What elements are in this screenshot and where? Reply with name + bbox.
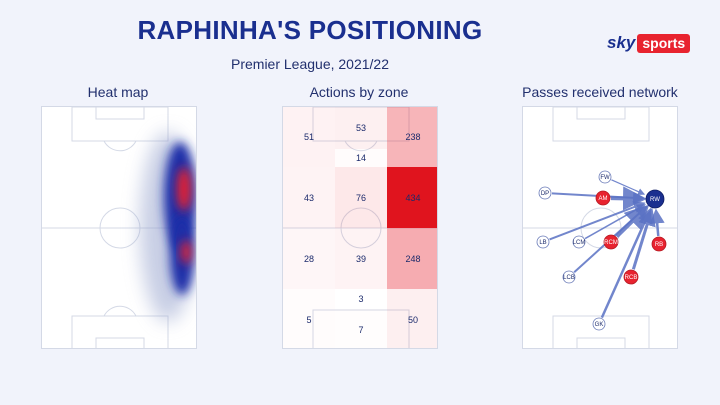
page-subtitle: Premier League, 2021/22 — [231, 56, 389, 72]
player-label: DP — [541, 191, 549, 197]
zone-lower-right: 248 — [387, 228, 437, 289]
player-node-dp: DP — [538, 186, 552, 200]
zone-upper-mid: 76 — [335, 167, 387, 228]
network-pitch: RW FW DP AM LB LCM RCM RB LCB RCB GK — [522, 106, 678, 349]
player-circle — [592, 317, 606, 331]
zones-pitch: 51 53 14 238 43 76 434 28 39 248 5 3 7 50 — [282, 106, 438, 349]
pass-arrow-am — [610, 186, 648, 211]
player-node-lcb: LCB — [562, 270, 576, 284]
player-circle — [538, 186, 552, 200]
player-node-rcb: RCB — [623, 269, 639, 285]
player-node-rb: RB — [651, 236, 667, 252]
zone-bottom-mid-top: 3 — [358, 294, 364, 304]
logo-sky-text: sky — [607, 33, 636, 52]
player-node-lb: LB — [536, 235, 550, 249]
player-circle — [603, 234, 619, 250]
zone-top-mid: 53 — [335, 107, 387, 149]
player-node-rcm: RCM — [603, 234, 619, 250]
player-label: RW — [650, 197, 660, 203]
player-circle — [572, 235, 586, 249]
player-node-rw: RW — [645, 189, 665, 209]
player-label: AM — [599, 196, 608, 202]
player-label: LCM — [573, 240, 586, 246]
player-circle — [595, 190, 611, 206]
page-title: RAPHINHA'S POSITIONING — [137, 15, 483, 45]
player-node-gk: GK — [592, 317, 606, 331]
zone-upper-left: 43 — [283, 167, 335, 228]
player-label: LCB — [563, 275, 575, 281]
player-circle — [645, 189, 665, 209]
sky-sports-logo: sky sports — [607, 32, 691, 54]
player-circle — [651, 236, 667, 252]
zone-bottom-right: 50 — [387, 289, 437, 348]
zone-lower-left: 28 — [283, 228, 335, 289]
network-pitch-lines — [523, 107, 677, 348]
player-circle — [536, 235, 550, 249]
zone-top-left: 51 — [283, 107, 335, 167]
zones-lines-svg — [283, 107, 437, 348]
player-label: GK — [595, 322, 604, 328]
player-node-fw: FW — [598, 170, 612, 184]
player-label: FW — [600, 175, 610, 181]
zone-upper-right: 434 — [387, 167, 437, 228]
heatmap-svg — [42, 107, 196, 348]
network-svg: RW FW DP AM LB LCM RCM RB LCB RCB GK — [523, 107, 677, 348]
player-label: RCB — [625, 275, 638, 281]
player-nodes: RW FW DP AM LB LCM RCM RB LCB RCB GK — [536, 170, 667, 331]
player-circle — [598, 170, 612, 184]
logo-sports-text: sports — [637, 33, 691, 53]
network-title: Passes received network — [522, 84, 678, 100]
player-label: LB — [539, 240, 546, 246]
heatmap-pitch — [41, 106, 197, 349]
heat-blobs — [140, 132, 196, 322]
zone-top-right: 238 — [387, 107, 437, 167]
player-label: RB — [655, 242, 663, 248]
zone-bottom-left: 5 — [306, 314, 312, 325]
zone-bottom-mid: 7 — [358, 324, 364, 335]
player-circle — [623, 269, 639, 285]
player-node-lcm: LCM — [572, 235, 586, 249]
pass-arrow-gk — [600, 207, 652, 319]
player-label: RCM — [604, 240, 618, 246]
pass-arrow-fw — [611, 179, 646, 196]
player-circle — [562, 270, 576, 284]
pass-arrow-rb — [649, 208, 665, 237]
heatmap-title: Heat map — [87, 84, 149, 100]
zone-lower-mid: 39 — [335, 228, 387, 289]
zone-top-mid-box: 14 — [355, 153, 366, 163]
player-node-am: AM — [595, 190, 611, 206]
zones-title: Actions by zone — [309, 84, 409, 100]
